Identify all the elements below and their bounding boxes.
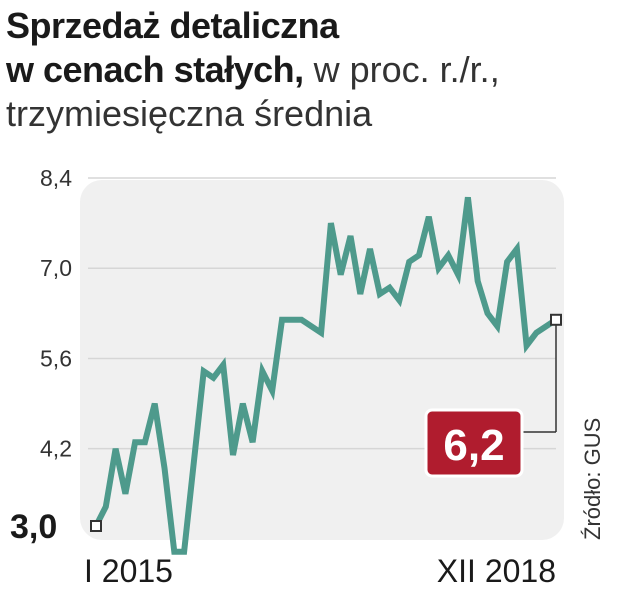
last-point-marker xyxy=(550,313,562,326)
series-line xyxy=(93,196,558,555)
last-value-label: 6,2 xyxy=(443,421,504,470)
first-point-marker xyxy=(90,520,102,532)
y-tick-label: 8,4 xyxy=(40,165,72,191)
title-line-2-light: w proc. r./r., xyxy=(303,49,500,90)
title-line-1: Sprzedaż detaliczna xyxy=(6,5,339,46)
source-label: Źródło: GUS xyxy=(580,418,605,540)
title-line-3: trzymiesięczna średnia xyxy=(6,93,373,134)
x-label-start: I 2015 xyxy=(84,553,173,589)
chart-title: Sprzedaż detaliczna w cenach stałych, w … xyxy=(6,4,500,136)
y-tick-label: 5,6 xyxy=(40,345,72,371)
last-value-badge xyxy=(424,408,524,478)
first-value-label: 3,0 xyxy=(10,508,57,546)
title-line-2-bold: w cenach stałych, xyxy=(6,49,304,90)
y-axis-ticks: 8,4 7,0 5,6 4,2 xyxy=(40,165,72,462)
plot-background xyxy=(80,180,564,540)
y-tick-label: 7,0 xyxy=(40,255,72,281)
y-tick-label: 4,2 xyxy=(40,436,72,462)
x-label-end: XII 2018 xyxy=(437,553,556,589)
